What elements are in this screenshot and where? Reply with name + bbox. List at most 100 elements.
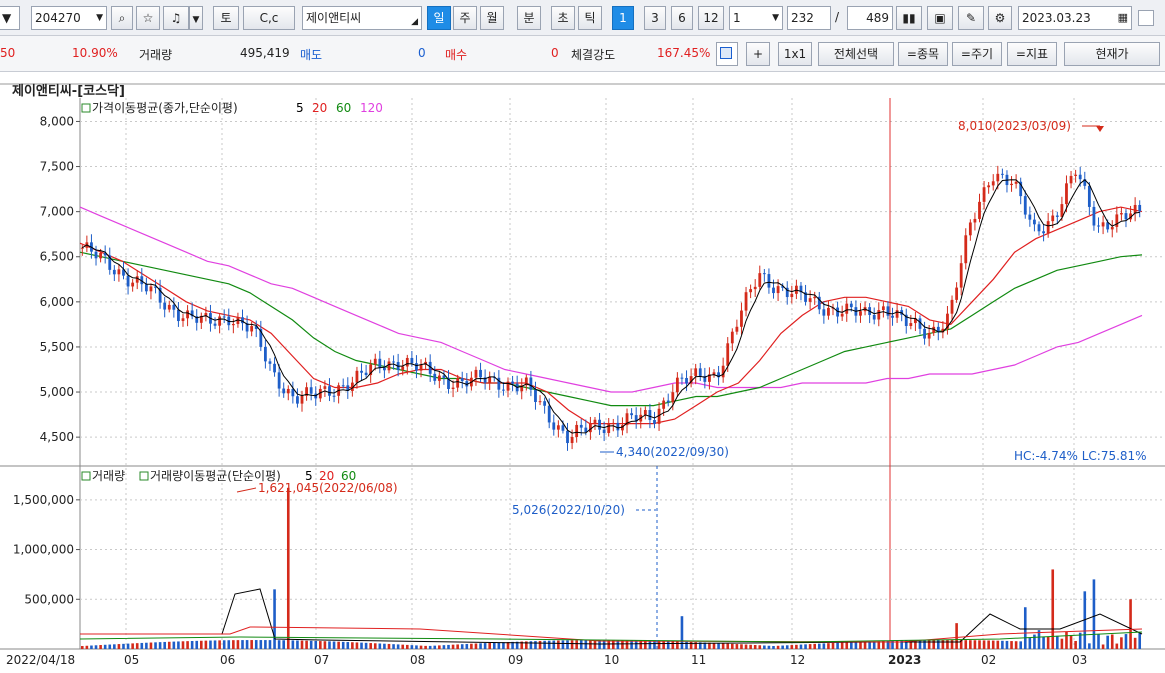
candle-body <box>323 386 327 389</box>
volume-bar <box>1120 637 1123 649</box>
volume-bar <box>575 640 578 649</box>
volume-bar <box>991 640 995 649</box>
draw-button[interactable]: ✎ <box>958 6 984 30</box>
candle-body <box>305 387 308 396</box>
volume-bar <box>1023 607 1027 649</box>
volume-bar <box>1078 632 1082 649</box>
volume-bar <box>209 640 212 649</box>
volume-bar <box>497 642 501 649</box>
vol-peak-pointer <box>236 487 257 493</box>
volume-bar <box>438 645 441 649</box>
candle-body <box>195 316 199 323</box>
volume-bar <box>172 641 176 649</box>
candle-body <box>808 298 812 302</box>
count-input[interactable]: 232 <box>787 6 831 30</box>
price-volume-chart[interactable]: 8,000 7,500 7,000 6,500 6,000 5,500 5,000 4,500… <box>0 74 1165 673</box>
candle-body <box>1074 174 1078 176</box>
period-day[interactable]: 일 <box>427 6 451 30</box>
candle-body <box>465 381 469 387</box>
candle-type-button[interactable]: ▮▮ <box>896 6 922 30</box>
ma20-line <box>79 206 1143 425</box>
candle-body <box>730 331 734 344</box>
menu-dropdown[interactable]: ▼ <box>0 6 20 30</box>
stock-code-input[interactable]: 204270 ▼ <box>31 6 107 30</box>
candle-body <box>451 387 455 389</box>
step-select[interactable]: 1 ▼ <box>729 6 783 30</box>
plus-button[interactable]: + <box>746 42 770 66</box>
candle-body <box>625 413 629 426</box>
volume-bar <box>662 640 665 649</box>
volume-bar <box>671 641 675 649</box>
layout-1x1-button[interactable]: 1x1 <box>778 42 812 66</box>
ma120-line <box>79 206 1143 393</box>
volume-bar <box>341 641 345 649</box>
x-tick-label-6: 10 <box>604 653 619 667</box>
date-input[interactable]: 2023.03.23 ▦ <box>1018 6 1132 30</box>
candle-body <box>790 293 794 298</box>
volume-bar <box>644 640 647 649</box>
indicator-button[interactable]: =지표 <box>1007 42 1057 66</box>
volume-bar <box>923 640 926 649</box>
period-minute[interactable]: 분 <box>517 6 541 30</box>
interval-3[interactable]: 3 <box>644 6 666 30</box>
alert-button[interactable]: ♫ <box>163 6 189 30</box>
volume-bar <box>808 644 812 649</box>
candle-body <box>1092 206 1096 226</box>
prev-change: 50 <box>0 46 16 60</box>
period-button[interactable]: =주기 <box>952 42 1002 66</box>
volume-bar <box>666 641 670 649</box>
volume-bar <box>195 640 199 649</box>
x-tick-label-3: 07 <box>314 653 329 667</box>
candle-body <box>268 361 272 364</box>
candle-body <box>204 313 208 316</box>
color-box-button[interactable] <box>716 42 738 66</box>
interval-6[interactable]: 6 <box>671 6 693 30</box>
btn-t[interactable]: 토 <box>213 6 239 30</box>
favorite-button[interactable]: ☆ <box>136 6 160 30</box>
settings-button[interactable]: ⚙ <box>988 6 1012 30</box>
candle-body <box>524 377 528 386</box>
volume-bar <box>328 641 331 649</box>
candle-body <box>648 410 652 421</box>
volume-bar <box>918 640 922 649</box>
volume-bar <box>479 643 482 649</box>
current-price-button[interactable]: 현재가 <box>1064 42 1160 66</box>
stock-name-field[interactable]: 제이앤티씨 ◢ <box>302 6 422 30</box>
volume-bar <box>245 640 249 649</box>
volume-bar <box>969 640 972 649</box>
period-month[interactable]: 월 <box>480 6 504 30</box>
volume-bar <box>1133 637 1137 649</box>
save-button[interactable]: ▣ <box>927 6 953 30</box>
period-second[interactable]: 초 <box>551 6 575 30</box>
candle-body <box>433 373 437 381</box>
volume-bar <box>241 640 244 649</box>
volume-bar <box>282 640 286 649</box>
interval-1[interactable]: 1 <box>612 6 634 30</box>
volume-bar <box>584 640 588 649</box>
volume-bar <box>186 641 189 649</box>
volume-bar <box>1065 631 1068 649</box>
volume-bar <box>936 640 940 649</box>
candle-body <box>181 318 185 322</box>
alert-dropdown[interactable]: ▼ <box>189 6 203 30</box>
candle-body <box>607 423 611 434</box>
candle-body <box>923 328 926 339</box>
interval-12[interactable]: 12 <box>698 6 724 30</box>
volume-bar <box>200 640 203 649</box>
item-button[interactable]: =종목 <box>898 42 948 66</box>
volume-bar <box>360 642 363 649</box>
candle-body <box>282 388 286 394</box>
btn-cc[interactable]: C,c <box>243 6 295 30</box>
option-checkbox[interactable] <box>1138 10 1154 26</box>
search-button[interactable]: ⌕ <box>111 6 133 30</box>
candle-body <box>177 309 180 322</box>
volume-bar <box>158 642 162 649</box>
chevron-down-icon: ▼ <box>192 15 200 25</box>
candle-body <box>442 375 446 378</box>
volume-bar <box>1097 634 1100 649</box>
period-week[interactable]: 주 <box>453 6 477 30</box>
candle-body <box>643 410 647 415</box>
period-tick[interactable]: 틱 <box>578 6 602 30</box>
select-all-button[interactable]: 전체선택 <box>818 42 894 66</box>
volume-bar <box>236 640 240 649</box>
